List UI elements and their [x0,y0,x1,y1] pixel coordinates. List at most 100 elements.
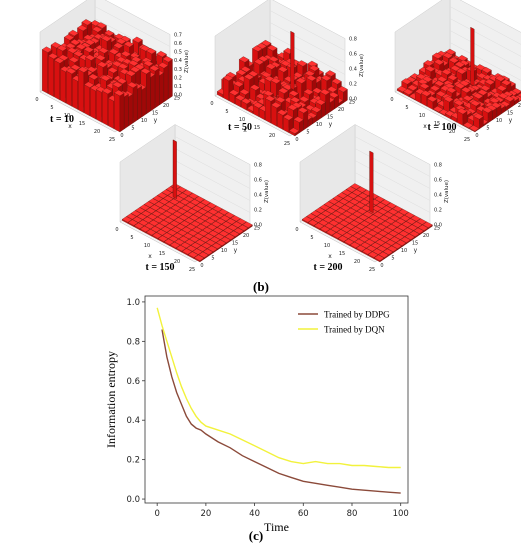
x-tick-label: 20 [269,133,275,139]
y-tick-label: 5 [131,126,134,132]
bar [403,227,414,234]
bar [201,205,213,212]
bar [154,68,160,109]
x-axis-label: x [328,253,332,260]
x-tick-label: 0 [154,509,159,519]
bar [404,212,415,219]
bar [188,192,199,200]
bar [145,47,157,55]
y-tick-label: 20 [518,103,521,109]
bar [460,86,472,94]
bar [81,19,92,26]
bar [157,62,169,69]
bar [420,90,432,97]
bar [160,204,171,211]
bar [381,205,393,212]
x-tick-label: 25 [369,267,375,273]
bar [407,84,418,91]
bar [84,39,96,46]
bar [75,43,87,50]
x-tick-label: 10 [144,243,150,249]
bar [249,84,261,91]
bar [158,198,170,205]
x-tick-label: 0 [210,101,213,107]
bar [312,216,323,223]
bar [225,218,237,225]
y-tick-label: 0 [200,263,203,269]
panel-b-label: (b) [253,279,269,294]
bar [156,50,167,58]
y-tick-label: 0 [380,263,383,269]
bar [221,221,232,228]
bar [151,232,163,239]
bar [103,29,115,37]
bar [429,85,441,92]
bar [102,90,109,126]
bar [157,235,169,242]
bar [100,74,111,82]
bar [310,210,322,217]
z-tick-label: 0.2 [174,75,182,81]
bar [47,52,59,60]
bar [355,223,366,230]
bar [350,204,362,212]
bar [356,186,367,193]
bar [194,217,206,224]
bar [233,227,244,234]
bar [343,195,354,202]
bar [120,50,132,57]
bar [277,66,289,73]
bar [96,22,107,29]
y-tick-label: 0.0 [126,495,140,505]
bar [319,88,331,96]
bar [181,205,192,212]
legend-label-1: Trained by DDPG [324,310,390,320]
bar [468,125,480,132]
z-tick-label: 0.2 [254,208,262,214]
bar [189,236,200,243]
bar [353,217,365,224]
bar [293,116,304,123]
bar [215,218,226,225]
bar [112,81,123,88]
plot3d-3: 051015202505101520250.00.20.40.60.8xyZ(v… [390,0,521,143]
bar [369,236,380,243]
bar [472,92,484,100]
bar [163,195,174,202]
bar [197,230,209,237]
bar [327,213,338,220]
bar [212,205,223,212]
bar [161,189,172,196]
bar [329,204,341,211]
bar [101,87,113,95]
bar [157,213,168,221]
bar [149,65,160,72]
bar [163,238,175,245]
y-tick-label: 25 [434,226,440,232]
bar [337,86,348,93]
bar [374,217,386,224]
bar [404,233,416,240]
bar [275,96,286,103]
y-tick-label: 15 [327,115,333,121]
x-tick-label: 15 [434,121,440,127]
z-axis-label: Z(value) [184,50,190,73]
bar [351,226,362,233]
grid-line [269,22,346,63]
plot-caption: t = 10 [50,114,74,125]
grid-line [449,42,521,81]
bar [168,235,179,242]
bar [140,67,151,75]
bar [161,210,173,218]
bar [380,199,391,206]
bar [344,201,356,208]
bar [377,230,389,237]
bar [211,242,222,249]
bar [355,245,367,252]
bar [447,74,458,81]
bar [346,229,358,236]
bar [517,92,521,98]
bar [130,210,142,217]
bar [423,60,434,67]
bar [306,213,317,220]
